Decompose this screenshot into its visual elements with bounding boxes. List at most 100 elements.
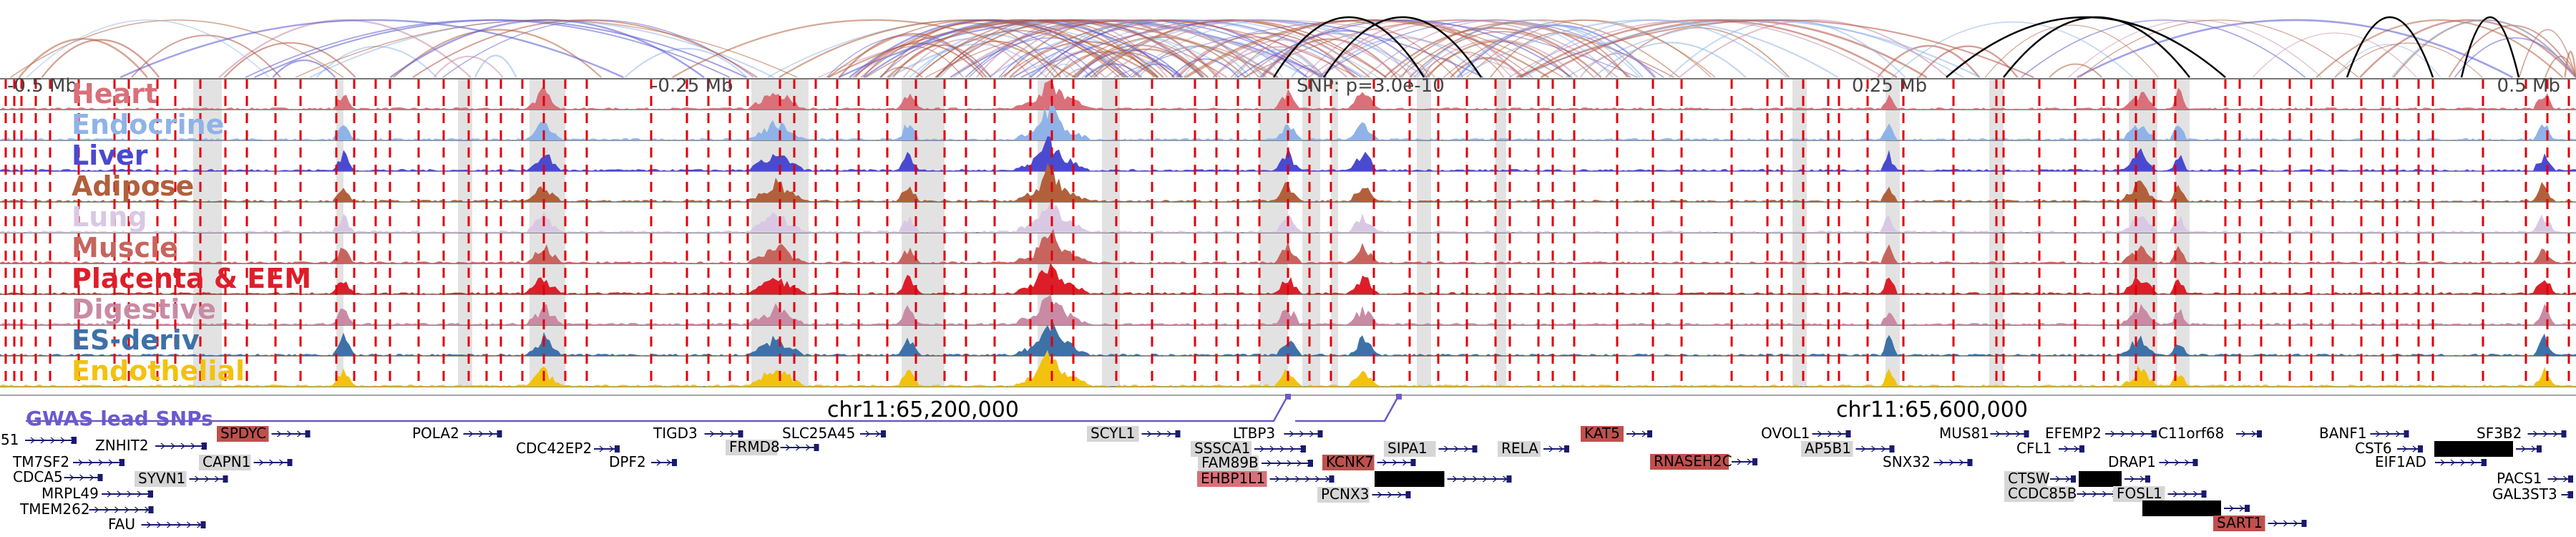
gene-exon <box>2245 505 2250 512</box>
gene-fau: FAU <box>108 516 206 533</box>
gene-sssca1: SSSCA1 <box>1191 440 1306 457</box>
gene-label: CCDC85B <box>2008 485 2077 502</box>
gene-label: SPDYC <box>220 425 266 442</box>
gene-mrpl49: MRPL49 <box>42 485 153 502</box>
gene-label: KCNK7 <box>1326 453 1374 470</box>
gene-exon <box>881 430 886 437</box>
gene-exon <box>200 521 206 528</box>
gene-exon <box>1647 430 1652 437</box>
interaction-arc <box>18 37 148 78</box>
gene-gal3st3: GAL3ST3 <box>2492 485 2573 503</box>
interaction-arc <box>2021 19 2306 78</box>
gene-exon <box>1301 445 1306 453</box>
gene-exon <box>1845 430 1851 437</box>
gene-label: TMEM262 <box>19 500 90 518</box>
gene-highlight <box>1375 471 1445 487</box>
interaction-arc <box>1212 39 1357 78</box>
axis-tick-left-mid: -0.25 Mb <box>651 75 733 97</box>
interaction-arc <box>309 19 774 78</box>
interaction-arc <box>1679 19 1948 78</box>
gene-exon <box>119 459 125 466</box>
gene-ccdc85b: CCDC85B <box>2004 485 2142 502</box>
interaction-arc <box>2079 19 2359 78</box>
gene-label: SNX32 <box>1883 453 1931 470</box>
gene-sf3b2: SF3B2 <box>2477 425 2567 442</box>
gene-exon <box>287 459 293 466</box>
gene-label: RNASEH2C <box>1654 453 1732 470</box>
coord-label-2: chr11:65,600,000 <box>1836 397 2028 422</box>
interaction-arc <box>1402 62 1430 78</box>
gene-highlight <box>135 471 187 487</box>
interaction-arc <box>1171 58 1239 78</box>
gene-exon <box>2301 520 2307 527</box>
interaction-arc <box>1516 19 2034 78</box>
interaction-arc <box>902 38 1032 78</box>
gene-exon <box>202 442 207 450</box>
interaction-arc <box>2359 19 2576 78</box>
gene-pola2: POLA2 <box>412 425 502 442</box>
gene-highlight <box>1384 441 1436 457</box>
gene-scyl1: SCYL1 <box>1087 425 1181 442</box>
gene-label: RELA <box>1501 440 1538 457</box>
gene-label: MRPL49 <box>42 485 99 502</box>
gene-rnaseh2c: RNASEH2C <box>1650 453 1757 470</box>
interaction-arc <box>925 19 1358 78</box>
gene-exon <box>814 444 819 451</box>
gene-51: 51 <box>1 431 77 448</box>
gene-exon <box>1506 475 1512 483</box>
track-labels: HeartEndocrineLiverAdiposeLungMusclePlac… <box>72 78 311 387</box>
gene-highlight <box>2142 500 2221 516</box>
gene-label: MUS81 <box>1939 425 1989 442</box>
gene-label: AP5B1 <box>1805 440 1851 457</box>
gene-exon <box>2201 490 2207 498</box>
interaction-arc <box>1177 32 1355 78</box>
signal-es-deriv <box>0 322 2576 356</box>
gene-frmd8: FRMD8 <box>726 438 819 455</box>
interaction-arc <box>1443 19 1716 78</box>
interaction-arc <box>935 19 1209 78</box>
gene-exon <box>1472 445 1478 453</box>
gene-label: SIPA1 <box>1387 440 1428 457</box>
axis-tick-right: 0.5 Mb <box>2497 75 2560 97</box>
gene-ctsw: CTSW <box>2004 470 2076 487</box>
gene-tm7sf2: TM7SF2 <box>12 453 125 470</box>
interaction-arc <box>880 22 1061 78</box>
interaction-arc <box>254 19 747 78</box>
track-label: Adipose <box>72 170 194 202</box>
track-label: Digestive <box>72 294 216 325</box>
gene-label: FRMD8 <box>729 438 780 455</box>
gene-ehbp1l1: EHBP1L1 <box>1197 470 1335 487</box>
gene-highlight <box>1322 455 1375 470</box>
interaction-arc <box>1416 39 1579 78</box>
gene-eif1ad: EIF1AD <box>2375 453 2487 470</box>
gene-exon <box>2152 430 2157 437</box>
gene-ltbp3: LTBP3 <box>1233 425 1323 442</box>
gene-exon <box>2404 430 2409 437</box>
interaction-arc <box>865 19 1227 78</box>
gene-label: MAP3K11 <box>1378 470 1445 487</box>
gene-exon <box>305 430 311 437</box>
interaction-arc-strong <box>2346 16 2434 78</box>
gene-exon <box>2537 445 2542 453</box>
gene-exon <box>2418 445 2423 453</box>
gene-exon <box>2192 459 2198 466</box>
interaction-arc-strong <box>1322 16 1483 78</box>
gene-exon <box>1308 460 1313 467</box>
gene-exon <box>2561 430 2567 437</box>
gene-label: FAU <box>108 516 135 533</box>
interaction-arc <box>1398 19 1680 78</box>
interaction-arc <box>223 42 356 78</box>
interaction-arc <box>1891 21 2134 78</box>
gene-exon <box>1405 491 1411 498</box>
gene-label: KAT5 <box>1584 425 1620 442</box>
gene-cst6: CST6 <box>2355 440 2423 457</box>
signal-digestive <box>0 294 2576 325</box>
gene-exon <box>615 445 620 453</box>
interaction-arc <box>10 19 344 78</box>
interaction-arc <box>474 54 517 78</box>
gene-dpf2: DPF2 <box>609 453 677 470</box>
track-label: Lung <box>72 201 147 233</box>
gene-fibp: FIBP <box>2079 470 2150 487</box>
interaction-arc <box>2068 19 2322 78</box>
